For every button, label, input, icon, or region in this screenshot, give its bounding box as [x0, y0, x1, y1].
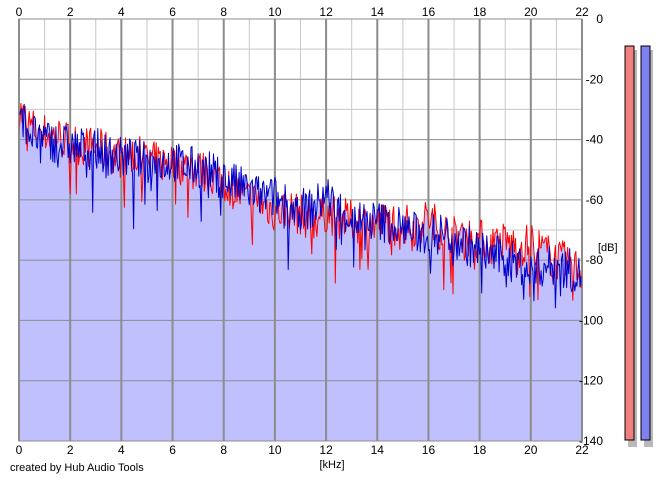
x-tick-label: 16 — [422, 443, 436, 457]
x-tick-label-top: 12 — [319, 5, 333, 19]
x-tick-label: 14 — [371, 443, 385, 457]
footer-credit: created by Hub Audio Tools — [10, 462, 144, 474]
x-tick-label-top: 0 — [16, 5, 23, 19]
x-ticks-top: 0 2 4 6 8 10 12 14 16 18 20 22 — [16, 5, 589, 19]
x-tick-label: 6 — [169, 443, 176, 457]
x-tick-label: 20 — [524, 443, 538, 457]
y-tick-label: -40 — [586, 133, 604, 147]
x-tick-label-top: 18 — [473, 5, 487, 19]
x-tick-label-top: 6 — [169, 5, 176, 19]
y-tick-label: -140 — [579, 434, 603, 448]
y-axis-label: [dB] — [598, 242, 618, 254]
x-tick-label-top: 14 — [371, 5, 385, 19]
spectrum-line-right — [18, 103, 583, 309]
x-tick-label-top: 2 — [67, 5, 74, 19]
spectrum-area-fill — [19, 103, 582, 442]
x-tick-label: 12 — [319, 443, 333, 457]
x-tick-label-top: 8 — [220, 5, 227, 19]
x-tick-label-top: 4 — [118, 5, 125, 19]
x-ticks-bottom: 0 2 4 6 8 10 12 14 16 18 20 22 — [16, 443, 589, 457]
x-tick-label: 18 — [473, 443, 487, 457]
level-meter-right — [640, 45, 651, 441]
y-tick-label: -120 — [579, 374, 603, 388]
y-tick-label: -100 — [579, 313, 603, 327]
x-tick-label-top: 10 — [268, 5, 282, 19]
x-axis-label: [kHz] — [319, 459, 344, 471]
x-tick-label: 2 — [67, 443, 74, 457]
x-tick-label-top: 20 — [524, 5, 538, 19]
level-meters — [624, 45, 653, 447]
y-tick-label: 0 — [596, 12, 603, 26]
x-tick-label: 22 — [575, 443, 589, 457]
y-tick-label: -80 — [586, 253, 604, 267]
level-meter-left — [624, 45, 635, 441]
x-tick-label-top: 22 — [575, 5, 589, 19]
x-tick-label: 0 — [16, 443, 23, 457]
x-tick-label: 8 — [220, 443, 227, 457]
plot-frame — [18, 18, 583, 442]
y-tick-label: -20 — [586, 72, 604, 86]
x-tick-label: 4 — [118, 443, 125, 457]
series-layer — [18, 102, 583, 309]
x-tick-label-top: 16 — [422, 5, 436, 19]
x-tick-label: 10 — [268, 443, 282, 457]
y-tick-label: -60 — [586, 193, 604, 207]
y-ticks: 0 -20 -40 -60 -80 -100 -120 -140 — [579, 12, 603, 448]
